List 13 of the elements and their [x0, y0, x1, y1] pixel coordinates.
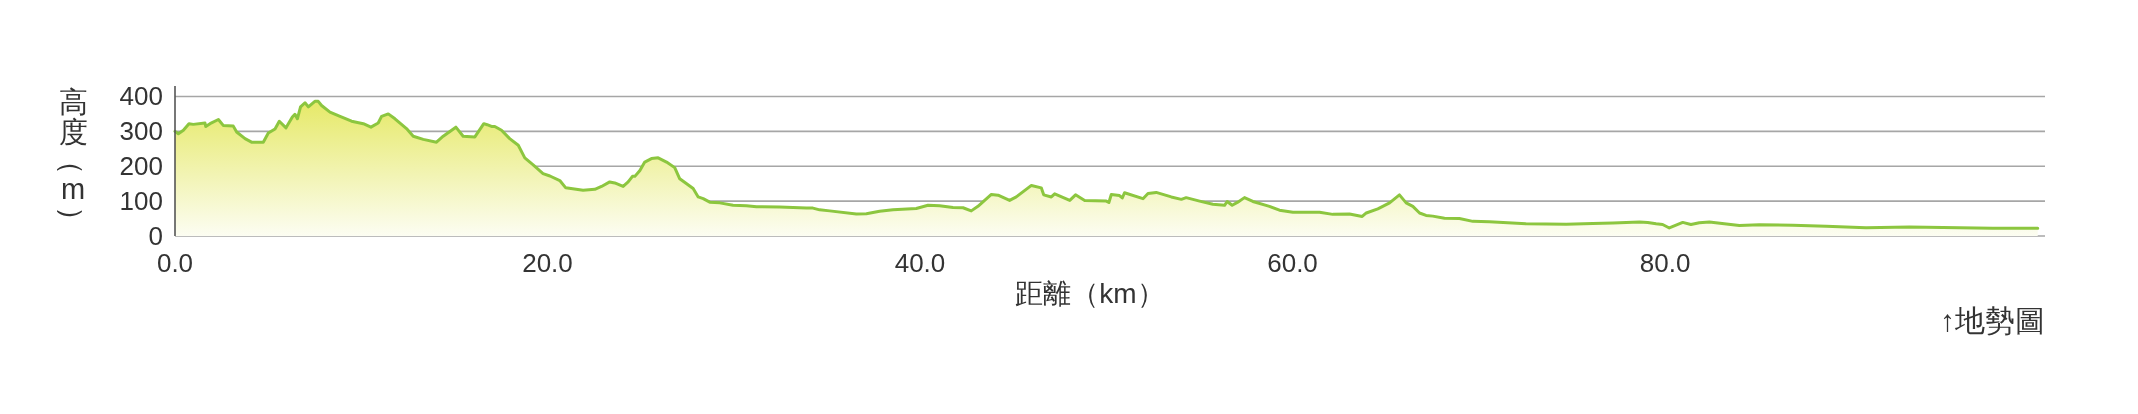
- xtick: 20.0: [522, 248, 573, 278]
- xtick: 80.0: [1639, 248, 1691, 278]
- annotation: ↑地勢圖: [1940, 304, 2045, 337]
- ytick: 200: [119, 151, 163, 182]
- ytick: 100: [119, 186, 163, 217]
- ytick: 0: [148, 221, 163, 251]
- ytick: 300: [119, 116, 163, 147]
- xtick: 60.0: [1267, 248, 1318, 278]
- xtick: 0.0: [156, 248, 194, 278]
- ytick: 400: [119, 81, 163, 112]
- ylabel: 高度（m）: [56, 86, 88, 236]
- xtick: 40.0: [894, 248, 946, 278]
- xlabel: 距離（km）: [1015, 278, 1165, 309]
